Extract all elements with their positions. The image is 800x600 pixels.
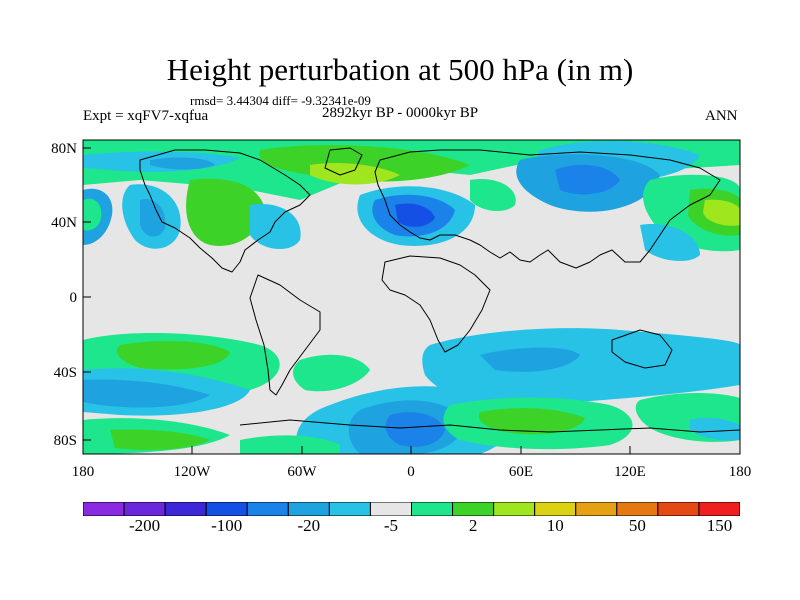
colorbar-swatch — [411, 502, 454, 516]
colorbar-label: -5 — [383, 516, 399, 535]
lat-tick-label: 40N — [51, 215, 77, 231]
lat-tick-label: 0 — [70, 290, 78, 306]
colorbar-swatch — [616, 502, 659, 516]
lat-tick-label: 80N — [51, 141, 77, 157]
colorbar-label: -100 — [211, 516, 243, 535]
colorbar-label: 10 — [546, 516, 564, 535]
stats-text: rmsd= 3.44304 diff= -9.32341e-09 — [190, 93, 371, 108]
colorbar-swatch — [493, 502, 536, 516]
colorbar-label: 150 — [706, 516, 733, 535]
colorbar-swatch — [328, 502, 371, 516]
period-label: 2892kyr BP - 0000kyr BP — [322, 105, 479, 121]
contour-field — [83, 140, 740, 454]
season-label: ANN — [705, 108, 738, 124]
lon-tick-label: 60E — [509, 464, 533, 480]
lon-tick-label: 120W — [174, 464, 212, 480]
lat-tick-label: 80S — [54, 433, 77, 449]
colorbar-swatch — [575, 502, 618, 516]
colorbar-label: -20 — [297, 516, 321, 535]
colorbar-swatch — [534, 502, 577, 516]
colorbar-label: 50 — [628, 516, 646, 535]
colorbar-swatch — [83, 502, 125, 516]
lat-tick-label: 40S — [54, 365, 77, 381]
coastlines — [139, 147, 740, 433]
colorbar-swatch — [369, 502, 412, 516]
colorbar-swatch — [246, 502, 289, 516]
colorbar-swatch — [164, 502, 207, 516]
lon-tick-label: 0 — [407, 464, 415, 480]
colorbar-swatch — [287, 502, 330, 516]
colorbar-label: 2 — [468, 516, 478, 535]
lon-tick-label: 60W — [287, 464, 317, 480]
colorbar-swatch — [698, 502, 740, 516]
lon-tick-label: 180 — [72, 464, 95, 480]
colorbar-swatch — [123, 502, 166, 516]
lon-tick-label: 120E — [614, 464, 646, 480]
colorbar-label: -200 — [129, 516, 161, 535]
colorbar — [83, 502, 740, 516]
colorbar-swatch — [452, 502, 495, 516]
map-title: Height perturbation at 500 hPa (in m) — [166, 52, 634, 87]
experiment-label: Expt = xqFV7-xqfua — [83, 108, 209, 124]
colorbar-swatch — [657, 502, 700, 516]
lon-tick-label: 180 — [729, 464, 752, 480]
plot-frame — [82, 139, 741, 455]
colorbar-swatch — [205, 502, 248, 516]
